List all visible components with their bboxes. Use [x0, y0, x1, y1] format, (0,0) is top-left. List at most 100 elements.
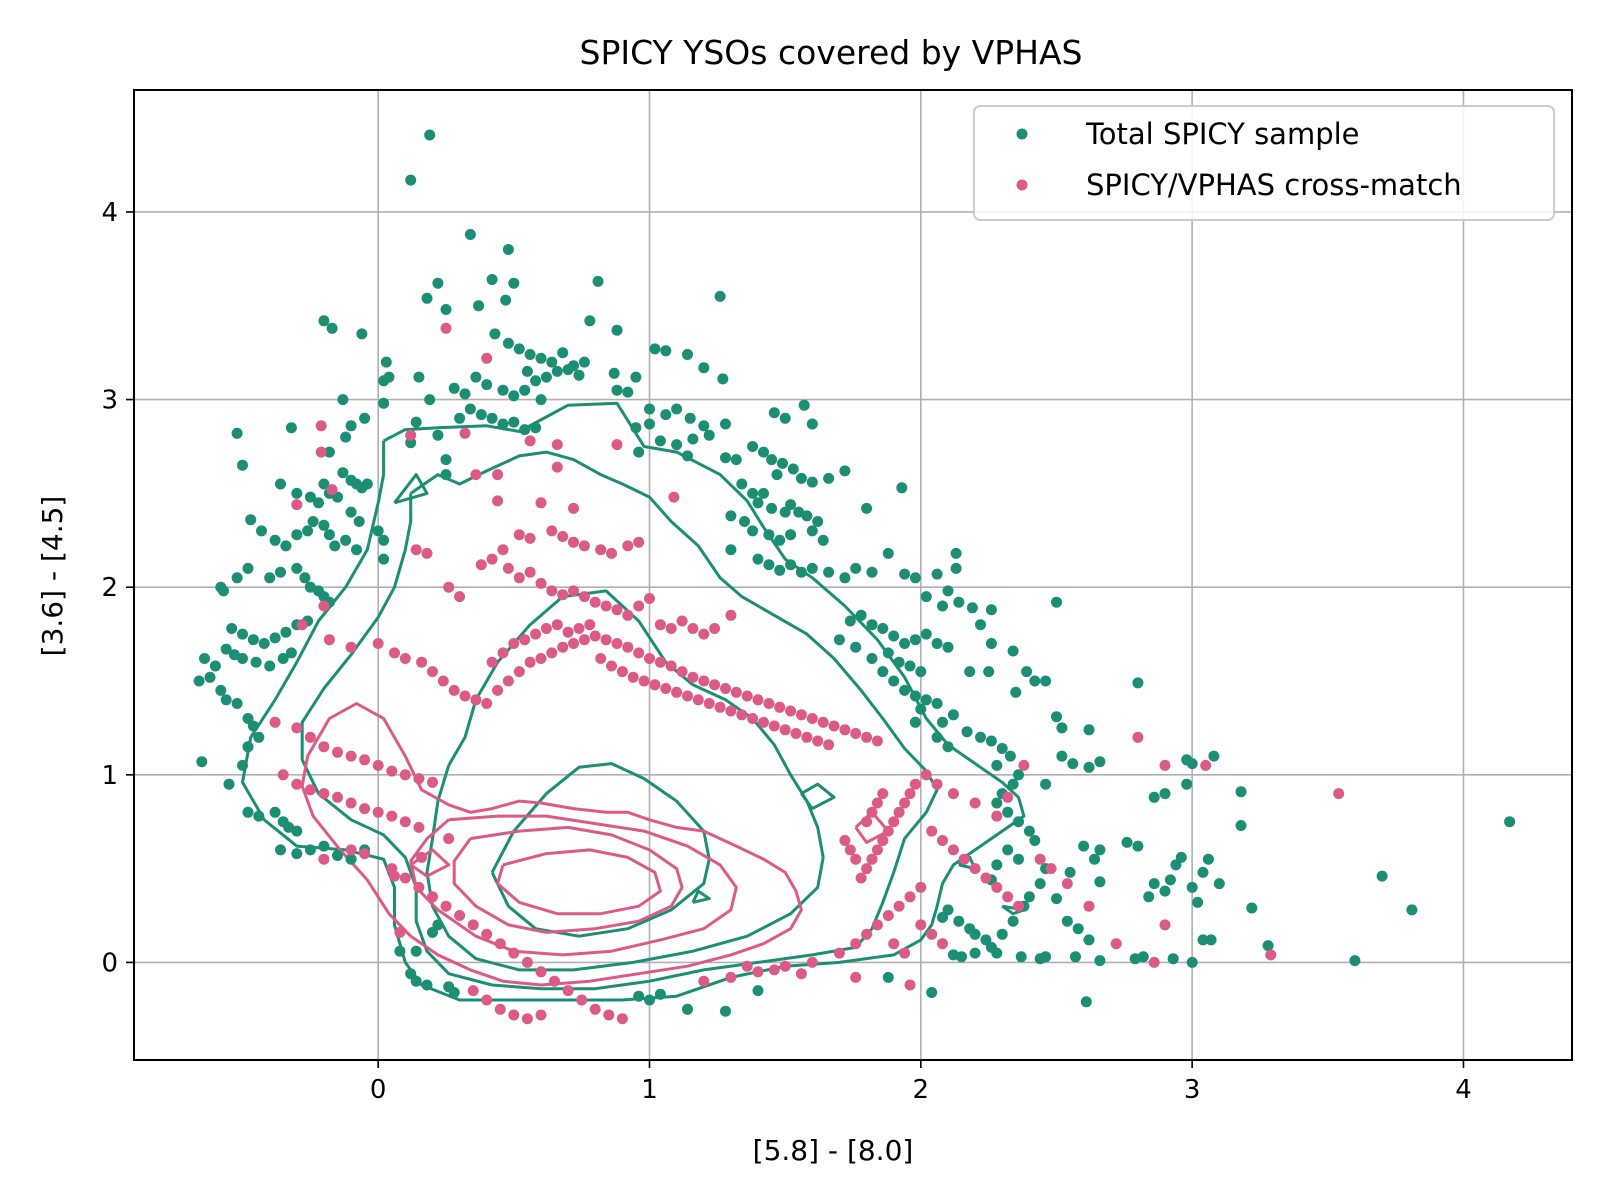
crossmatch-point [440, 900, 452, 912]
crossmatch-point [427, 666, 438, 678]
crossmatch-point [839, 724, 851, 736]
total-sample-point [340, 534, 352, 546]
total-sample-point [508, 390, 520, 402]
total-sample-point [866, 566, 878, 578]
total-sample-point [1051, 893, 1062, 905]
total-sample-point [285, 647, 297, 659]
crossmatch-point [508, 1009, 520, 1021]
crossmatch-point [812, 735, 824, 747]
axis-ticks: 0 1 2 3 4 0 1 2 3 4 [101, 198, 1471, 1105]
crossmatch-point [535, 966, 547, 978]
total-sample-point [519, 384, 531, 396]
total-sample-point [1023, 825, 1035, 837]
total-sample-point [378, 553, 390, 565]
total-sample-point [985, 604, 997, 616]
total-sample-point [649, 343, 661, 355]
crossmatch-point [703, 698, 715, 709]
total-sample-point [684, 412, 696, 424]
crossmatch-point [595, 653, 607, 664]
crossmatch-point [440, 322, 452, 334]
x-tick-label: 1 [641, 1075, 658, 1105]
crossmatch-point [779, 724, 791, 736]
total-sample-point [1186, 956, 1198, 968]
crossmatch-point [888, 938, 900, 950]
total-sample-point [1192, 896, 1204, 908]
total-sample-point [486, 274, 498, 285]
total-sample-point [798, 399, 810, 411]
crossmatch-point [326, 484, 338, 496]
crossmatch-point [481, 928, 493, 940]
crossmatch-point [546, 525, 558, 537]
total-sample-point [644, 418, 655, 430]
crossmatch-point [926, 928, 938, 940]
crossmatch-point [318, 853, 330, 865]
series-crossmatch [269, 322, 1345, 1025]
total-sample-point [915, 703, 927, 715]
total-sample-point [530, 375, 542, 387]
total-sample-point [247, 720, 259, 732]
total-sample-point [464, 229, 476, 240]
crossmatch-point [475, 559, 487, 571]
total-sample-point [682, 450, 693, 462]
total-sample-point [1007, 645, 1019, 657]
crossmatch-point [882, 910, 894, 921]
crossmatch-point [893, 900, 905, 912]
total-sample-point [237, 759, 248, 771]
crossmatch-point [904, 788, 916, 800]
total-sample-point [1175, 851, 1187, 863]
crossmatch-point [524, 435, 536, 447]
total-sample-point [1197, 866, 1209, 878]
total-sample-point [855, 609, 867, 621]
y-tick-label: 3 [101, 386, 118, 416]
total-sample-point [833, 634, 845, 646]
crossmatch-point [611, 604, 623, 616]
plot-frame [133, 89, 1573, 1061]
contour-crossmatch [300, 702, 803, 987]
total-sample-point [1023, 891, 1035, 903]
total-sample-point [1504, 816, 1516, 828]
crossmatch-point [332, 791, 343, 803]
crossmatch-point [568, 536, 579, 548]
crossmatch-point [627, 671, 639, 683]
crossmatch-point [991, 881, 1003, 893]
crossmatch-point [747, 713, 759, 724]
crossmatch-point [494, 938, 506, 950]
total-sample-point [215, 684, 227, 696]
total-sample-point [199, 653, 210, 664]
total-sample-point [1246, 902, 1258, 914]
crossmatch-point [513, 572, 525, 584]
y-tick-label: 2 [101, 573, 118, 603]
total-sample-point [888, 675, 900, 687]
total-sample-point [275, 844, 286, 856]
crossmatch-point [410, 544, 422, 556]
crossmatch-point [386, 810, 398, 822]
total-sample-point [345, 420, 357, 432]
total-sample-point [1061, 915, 1073, 927]
crossmatch-point [866, 853, 878, 865]
total-sample-point [242, 562, 254, 574]
crossmatch-point [633, 647, 645, 659]
crossmatch-point [855, 872, 867, 884]
crossmatch-point [947, 844, 959, 856]
total-sample-point [551, 365, 563, 377]
total-sample-point [896, 482, 908, 494]
total-sample-point [275, 566, 286, 578]
total-sample-point [250, 656, 262, 668]
total-sample-point [915, 666, 927, 678]
crossmatch-point [1132, 731, 1144, 743]
crossmatch-point [1083, 900, 1095, 912]
total-sample-point [361, 478, 373, 490]
total-sample-point [795, 472, 807, 484]
total-sample-point [942, 585, 954, 597]
total-sample-point [787, 463, 799, 475]
total-sample-point [264, 660, 276, 672]
crossmatch-point [524, 566, 536, 578]
total-sample-point [877, 666, 889, 678]
crossmatch-point [413, 821, 425, 833]
crossmatch-point [709, 679, 721, 691]
crossmatch-point [578, 591, 590, 603]
total-sample-point [1015, 951, 1027, 963]
total-sample-point [1186, 758, 1198, 770]
total-sample-point [1029, 835, 1041, 846]
total-sample-point [231, 427, 243, 439]
